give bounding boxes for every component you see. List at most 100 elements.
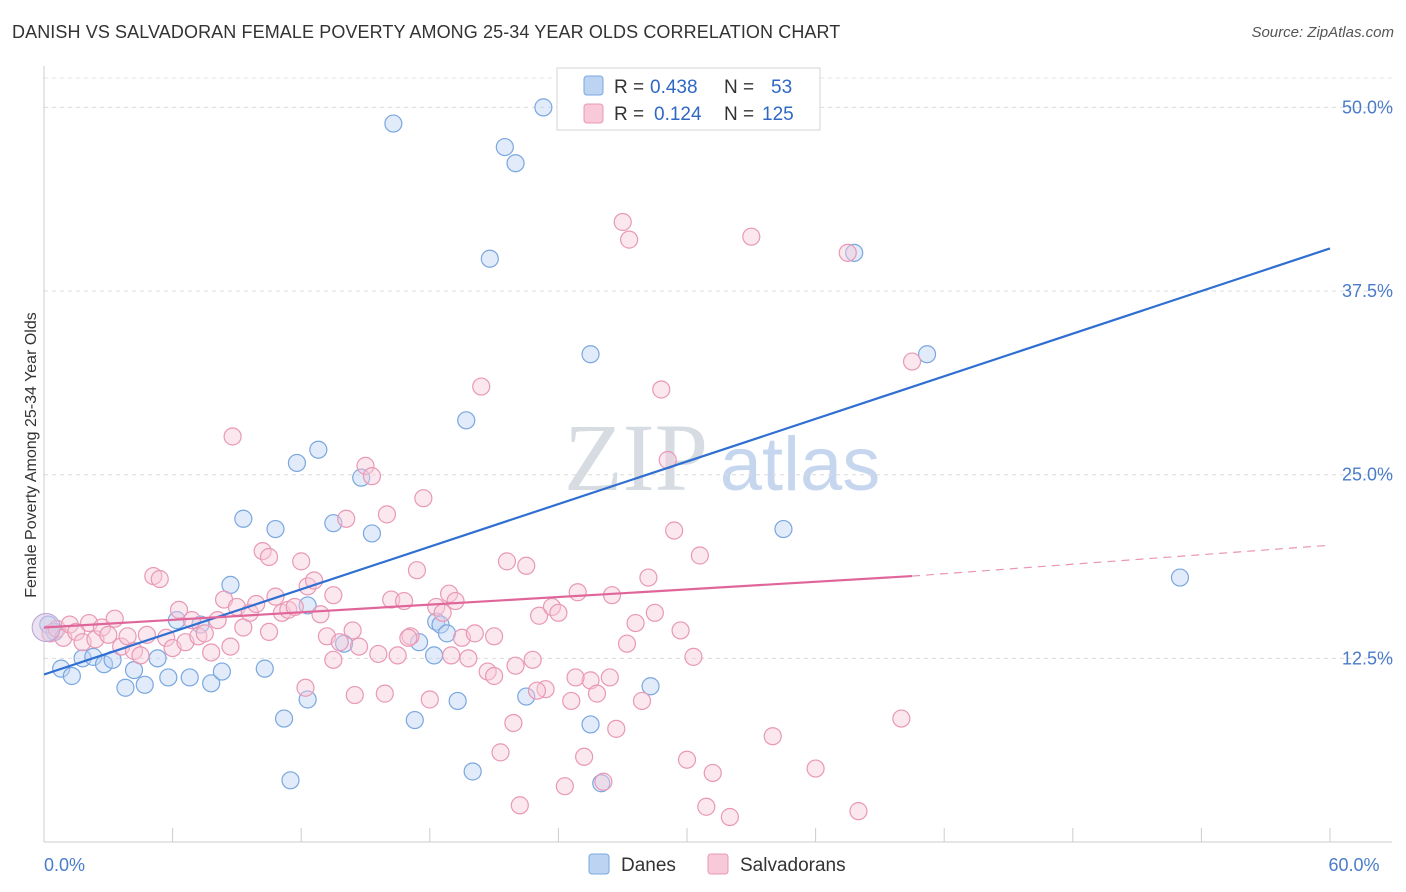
salvadorans-point: [150, 569, 169, 589]
salvadorans-point: [356, 456, 375, 475]
salvadorans-point: [99, 625, 118, 644]
danes-point: [274, 709, 294, 728]
x-tick-label: 60.0%: [1328, 855, 1379, 875]
salvadorans-point: [566, 668, 585, 687]
chart-title: DANISH VS SALVADORAN FEMALE POVERTY AMON…: [12, 22, 841, 42]
danes-point: [405, 710, 424, 730]
salvadorans-point: [697, 797, 716, 816]
stats-legend: R = 0.438 N = 53 R = 0.124 N = 125: [556, 67, 821, 131]
y-tick-label: 25.0%: [1342, 465, 1393, 485]
salvadorans-point: [555, 777, 574, 796]
danes-point: [309, 440, 328, 459]
salvadorans-point: [259, 547, 279, 567]
salvadorans-point: [626, 613, 645, 633]
danes-point: [534, 98, 553, 117]
salvadorans-point: [491, 743, 510, 762]
danes-point: [234, 509, 253, 528]
salvadorans-point: [285, 597, 304, 617]
salvadorans-point: [849, 802, 868, 821]
chart-source: Source: ZipAtlas.com: [1251, 24, 1394, 41]
salvadorans-swatch-top: [583, 103, 604, 124]
salvadorans-point: [446, 591, 465, 611]
salvadorans-point: [530, 606, 549, 625]
salvadorans-point: [311, 605, 330, 624]
salvadorans-point: [742, 227, 761, 246]
salvadorans-point: [892, 709, 911, 728]
y-tick-label: 37.5%: [1342, 281, 1393, 301]
salvadorans-point: [131, 646, 150, 665]
watermark-atlas: atlas: [720, 422, 881, 507]
salvadorans-point: [221, 637, 240, 656]
salvadorans-point: [195, 624, 214, 643]
salvadorans-n-value: 125: [762, 104, 794, 125]
salvadorans-point: [202, 643, 221, 662]
salvadorans-point: [67, 622, 86, 642]
salvadorans-point: [223, 427, 242, 446]
salvadorans-point: [504, 713, 523, 733]
salvadorans-point: [617, 634, 637, 653]
salvadorans-point: [652, 380, 671, 399]
salvadorans-point: [343, 621, 362, 640]
salvadorans-point: [720, 807, 739, 827]
salvadorans-point: [645, 603, 664, 622]
danes-point: [84, 647, 103, 666]
salvadorans-point: [497, 552, 517, 571]
danes-point: [298, 690, 317, 709]
salvadorans-point: [575, 747, 594, 766]
salvadorans-point: [369, 644, 388, 664]
salvadorans-r-value: 0.124: [654, 104, 702, 125]
danes-point: [287, 453, 307, 473]
salvadorans-point: [330, 633, 349, 652]
danes-point: [255, 659, 274, 678]
danes-point: [506, 154, 525, 173]
salvadorans-point: [485, 627, 504, 646]
salvadorans-point: [677, 750, 697, 769]
series-legend: Danes Salvadorans: [588, 853, 846, 876]
danes-point: [917, 345, 937, 364]
salvadorans-point: [549, 603, 568, 622]
salvadorans-point: [594, 772, 613, 791]
gridlines: [44, 77, 1392, 659]
danes-point: [845, 243, 864, 262]
danes-point: [1170, 568, 1190, 587]
danes-swatch-top: [583, 75, 604, 96]
danes-point: [362, 524, 382, 543]
salvadorans-n-label: N =: [724, 104, 754, 125]
salvadorans-point: [399, 628, 418, 647]
danes-point: [180, 668, 199, 687]
legend-danes-label: Danes: [621, 855, 676, 876]
legend-salvadorans-label: Salvadorans: [740, 855, 846, 876]
salvadorans-point: [838, 243, 857, 262]
salvadorans-point: [345, 685, 364, 705]
salvadorans-point: [639, 568, 658, 587]
salvadorans-point: [259, 622, 279, 642]
danes-point: [495, 137, 514, 157]
danes-point: [480, 249, 499, 268]
danes-n-value: 53: [771, 77, 792, 98]
danes-point: [774, 519, 793, 539]
salvadorans-point: [684, 647, 703, 666]
salvadorans-point: [472, 377, 491, 396]
salvadorans-point: [690, 546, 709, 565]
salvadorans-point: [763, 727, 782, 746]
danes-trend-line: [43, 247, 1331, 676]
salvadorans-point: [324, 586, 343, 605]
axes: 12.5% 25.0% 37.5% 50.0% 0.0% 60.0%: [43, 66, 1393, 875]
trend-lines: [43, 247, 1331, 676]
danes-point: [424, 646, 444, 665]
salvadorans-point: [324, 650, 343, 669]
salvadorans-point: [703, 763, 722, 783]
salvadorans-point: [517, 556, 536, 575]
danes-point: [641, 677, 660, 696]
danes-point: [384, 114, 403, 133]
danes-point: [266, 519, 285, 539]
x-tick-label: 0.0%: [44, 855, 85, 875]
danes-point: [116, 678, 135, 697]
danes-point: [62, 666, 81, 686]
danes-point: [281, 771, 300, 790]
legend-danes-swatch: [588, 853, 610, 875]
danes-point: [159, 668, 178, 687]
danes-r-label: R =: [614, 77, 644, 98]
salvadorans-point: [806, 759, 825, 778]
